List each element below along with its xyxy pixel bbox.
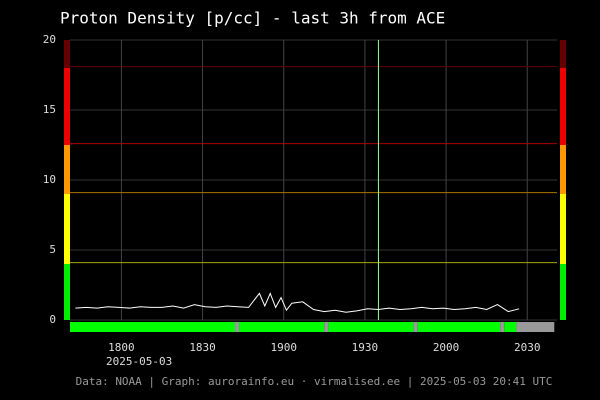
x-tick-label: 2000	[433, 341, 460, 354]
x-tick-label: 1800	[108, 341, 135, 354]
status-segment	[500, 322, 505, 332]
band	[560, 145, 566, 194]
y-tick-label: 5	[49, 243, 56, 256]
status-segment	[516, 322, 555, 332]
band	[560, 264, 566, 320]
band	[560, 194, 566, 264]
date-label: 2025-05-03	[106, 355, 172, 368]
band	[64, 145, 70, 194]
y-tick-label: 0	[49, 313, 56, 326]
y-tick-label: 20	[43, 33, 56, 46]
status-segment	[235, 322, 240, 332]
status-segment	[413, 322, 418, 332]
y-tick-label: 10	[43, 173, 56, 186]
status-segment	[239, 322, 325, 332]
band	[560, 40, 566, 68]
status-segment	[417, 322, 501, 332]
x-tick-label: 1900	[270, 341, 297, 354]
x-tick-label: 1930	[352, 341, 379, 354]
status-segment	[328, 322, 414, 332]
status-segment	[324, 322, 329, 332]
status-segment	[70, 322, 236, 332]
band	[64, 40, 70, 68]
status-segment	[504, 322, 517, 332]
band	[64, 68, 70, 145]
chart-title: Proton Density [p/cc] - last 3h from ACE	[60, 9, 445, 28]
data-line	[75, 292, 520, 313]
band	[64, 264, 70, 320]
band	[64, 194, 70, 264]
x-tick-label: 1830	[189, 341, 216, 354]
x-tick-label: 2030	[514, 341, 541, 354]
y-tick-label: 15	[43, 103, 56, 116]
band	[560, 68, 566, 145]
footer: Data: NOAA | Graph: aurorainfo.eu · virm…	[76, 375, 553, 388]
